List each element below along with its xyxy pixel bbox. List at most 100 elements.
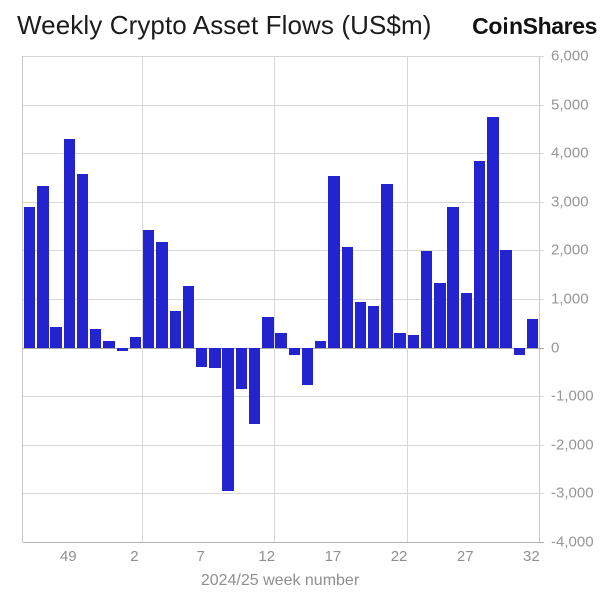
bar-week-17 (328, 176, 340, 348)
bar-slot (23, 56, 36, 542)
logo-text-right: nShares (509, 13, 597, 39)
x-tick-label-week-17: 17 (324, 548, 342, 565)
x-tick-label-week-27: 27 (456, 548, 474, 565)
bar-slot (460, 56, 473, 542)
gridline-y--4000 (23, 542, 544, 543)
bar-week-6 (182, 286, 195, 348)
y-tick-label--4000: -4,000 (551, 533, 594, 551)
y-tick-label-3000: 3,000 (551, 193, 589, 211)
bar-week-28 (473, 161, 486, 348)
y-tick-label-6000: 6,000 (551, 47, 589, 65)
bar-week-31 (513, 347, 525, 355)
logo-text-left: Co (472, 13, 503, 39)
bar-week-50 (76, 173, 89, 348)
bar-week-12 (262, 317, 274, 348)
bar-week-24 (420, 250, 433, 348)
bar-week-21 (381, 184, 393, 348)
bar-slot (486, 56, 499, 542)
x-tick-label-week-7: 7 (196, 548, 205, 565)
x-axis-labels: 49 2 7 12 17 22 27 32 (22, 548, 540, 566)
y-tick-label-2000: 2,000 (551, 241, 589, 259)
chart-title: Weekly Crypto Asset Flows (US$m) (17, 10, 432, 40)
bar-week-3 (143, 229, 155, 348)
bar-week-4 (156, 242, 168, 348)
bar-week-48 (50, 326, 62, 348)
bar-slot (314, 56, 327, 542)
bar-week-46 (23, 206, 36, 348)
bar-week-14 (288, 347, 300, 356)
bar-slot (248, 56, 261, 542)
bar-slot (327, 56, 340, 542)
y-tick-label-4000: 4,000 (551, 144, 589, 162)
bar-week-10 (235, 347, 248, 390)
x-axis-title: 2024/25 week number (200, 572, 360, 589)
bar-slot (49, 56, 62, 542)
y-tick-label--2000: -2,000 (551, 436, 594, 454)
bar-week-29 (487, 116, 499, 348)
bar-week-16 (315, 341, 327, 348)
gridline-y-1000 (23, 299, 544, 300)
bar-week-30 (500, 249, 512, 348)
bar-slot (222, 56, 235, 542)
gridline-y-3000 (23, 201, 544, 203)
bar-slot (261, 56, 274, 542)
bar-slot (301, 56, 314, 542)
bar-week-11 (248, 347, 261, 424)
gridline-x-after-week-22 (406, 56, 408, 542)
bar-slot (235, 56, 248, 542)
y-tick-label--1000: -1,000 (551, 387, 594, 405)
bar-week-23 (407, 334, 420, 348)
bar-week-9 (222, 347, 234, 491)
coinshares-double-dot-i-icon (503, 17, 508, 34)
bar-slot (380, 56, 393, 542)
bar-slot (367, 56, 380, 542)
bar-week-22 (394, 332, 406, 348)
bar-slot (499, 56, 512, 542)
gridline-x-after-week-2 (142, 56, 144, 542)
gridline-y--1000 (23, 396, 544, 398)
bar-week-47 (37, 186, 49, 348)
bar-week-51 (90, 328, 102, 348)
gridline-y-6000 (23, 56, 544, 57)
bar-slot (142, 56, 155, 542)
bar-slot (394, 56, 407, 542)
bar-slot (526, 56, 539, 542)
bar-slot (63, 56, 76, 542)
gridline-y--3000 (23, 493, 544, 495)
y-tick-label-1000: 1,000 (551, 290, 589, 308)
bar-week-5 (169, 310, 181, 348)
y-tick-label--3000: -3,000 (551, 484, 594, 502)
zero-gridline (23, 347, 544, 349)
gridline-x-after-week-12 (274, 56, 276, 542)
bar-week-32 (526, 319, 539, 348)
bar-slot (182, 56, 195, 542)
bar-week-2 (129, 337, 142, 348)
x-tick-label-week-32: 32 (523, 548, 540, 565)
bar-week-25 (434, 283, 446, 348)
bar-slot (274, 56, 287, 542)
y-tick-label-0: 0 (551, 339, 560, 357)
bar-slot (195, 56, 208, 542)
bar-slot (102, 56, 115, 542)
bar-slot (76, 56, 89, 542)
gridline-y-4000 (23, 153, 544, 155)
x-tick-label-week-49: 49 (59, 548, 77, 565)
bar-slot (341, 56, 354, 542)
bar-slot (89, 56, 102, 542)
bar-slot (407, 56, 420, 542)
y-axis-labels: 6,000 5,000 4,000 3,000 2,000 1,000 0 -1,000 -2,… (551, 48, 599, 551)
bar-week-20 (368, 305, 380, 348)
bar-week-1 (116, 347, 128, 352)
gridline-y-5000 (23, 104, 544, 106)
bar-slot (169, 56, 182, 542)
x-tick-label-week-12: 12 (258, 548, 276, 565)
bar-slot (513, 56, 526, 542)
bar-slot (36, 56, 49, 542)
bars-container (23, 56, 539, 542)
bar-slot (208, 56, 221, 542)
bar-slot (473, 56, 486, 542)
bar-week-49 (63, 138, 75, 348)
bar-slot (447, 56, 460, 542)
bar-week-18 (341, 246, 353, 348)
bar-week-13 (275, 333, 287, 348)
